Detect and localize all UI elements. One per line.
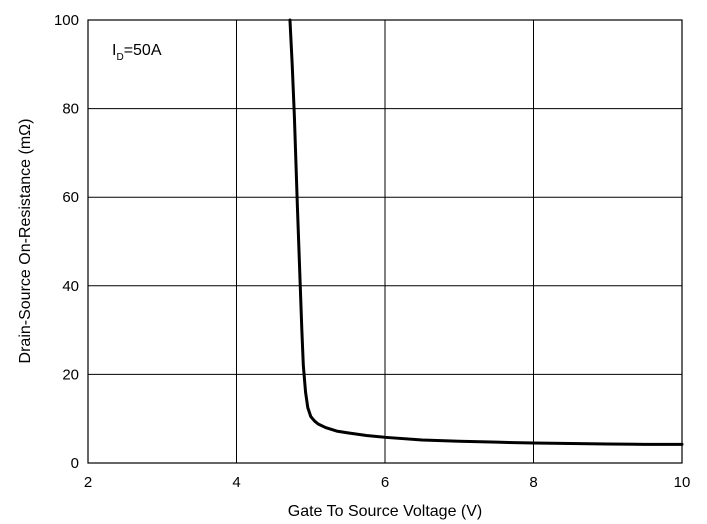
annotation-subscript: D bbox=[116, 52, 123, 63]
series-layer bbox=[288, 18, 684, 446]
x-axis-label: Gate To Source Voltage (V) bbox=[288, 503, 482, 520]
series-line-0 bbox=[288, 18, 684, 446]
plot-frame bbox=[87, 19, 683, 464]
y-axis-label: Drain-Source On-Resistance (mΩ) bbox=[17, 119, 34, 364]
annotation-main: I bbox=[112, 42, 116, 59]
y-tick-label: 60 bbox=[62, 189, 79, 206]
current-annotation: ID=50A bbox=[112, 42, 162, 63]
y-tick-label: 20 bbox=[62, 366, 79, 383]
x-tick-label: 8 bbox=[529, 474, 537, 491]
grid bbox=[88, 20, 682, 463]
x-tick-label: 2 bbox=[84, 474, 92, 491]
y-tick-label: 0 bbox=[71, 455, 79, 472]
y-tick-label: 100 bbox=[54, 12, 79, 29]
x-tick-label: 4 bbox=[232, 474, 240, 491]
annotation-value: =50A bbox=[124, 42, 162, 59]
x-tick-label: 10 bbox=[674, 474, 691, 491]
x-tick-label: 6 bbox=[381, 474, 389, 491]
y-tick-label: 80 bbox=[62, 101, 79, 118]
y-tick-label: 40 bbox=[62, 278, 79, 295]
